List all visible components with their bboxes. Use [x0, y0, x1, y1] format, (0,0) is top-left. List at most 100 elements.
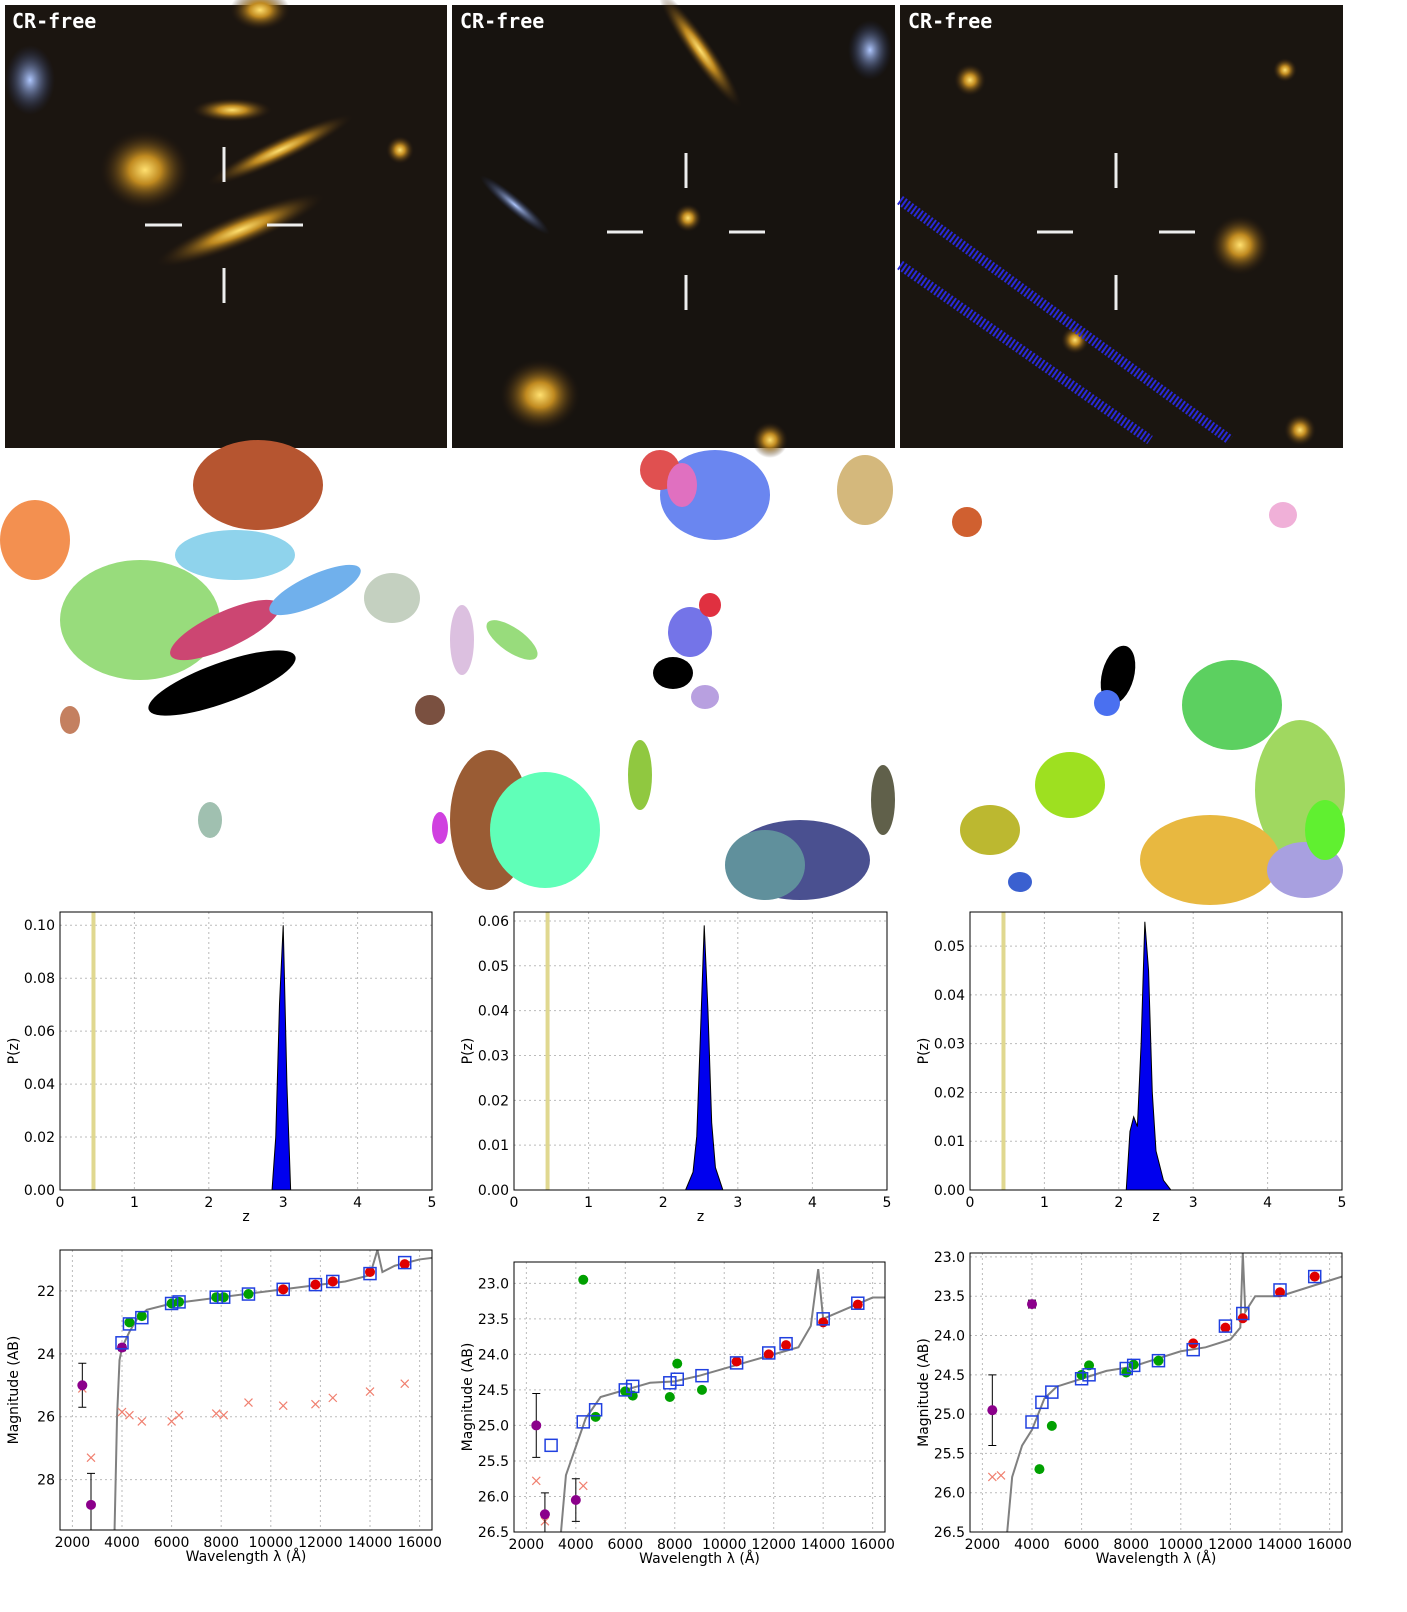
- segment: [450, 605, 474, 675]
- segment: [60, 706, 80, 734]
- y-tick-label: 0.03: [934, 1037, 965, 1053]
- y-tick-label: 26.0: [478, 1489, 509, 1505]
- data-point: [731, 1356, 742, 1367]
- x-tick-label: 0: [510, 1195, 519, 1211]
- model-point: [670, 1372, 684, 1386]
- data-point: [590, 1411, 601, 1422]
- x-tick-label: 2: [659, 1195, 668, 1211]
- segment: [193, 440, 323, 530]
- galaxy: [192, 98, 272, 122]
- star: [1284, 414, 1316, 446]
- x-tick-label: 14000: [348, 1535, 393, 1551]
- plot-area: [987, 1253, 1342, 1532]
- y-tick-label: 24.0: [478, 1347, 509, 1363]
- star: [386, 136, 414, 164]
- y-tick-label: 0.03: [478, 1048, 509, 1064]
- model-point: [172, 1295, 186, 1309]
- x-tick-label: 10000: [249, 1535, 294, 1551]
- data-point: [1153, 1355, 1164, 1366]
- segment: [1035, 752, 1105, 818]
- x-tick-label: 12000: [298, 1535, 343, 1551]
- galaxy: [156, 193, 324, 267]
- y-tick-label: 25.0: [934, 1407, 965, 1423]
- x-tick-label: 14000: [1258, 1537, 1303, 1553]
- data-point: [211, 1292, 222, 1303]
- x-tick-label: 0: [56, 1195, 65, 1211]
- y-tick-label: 23.5: [478, 1312, 509, 1328]
- galaxy: [658, 0, 742, 108]
- model-point: [588, 1403, 603, 1417]
- segment: [1008, 872, 1032, 892]
- plot-area: [77, 1250, 432, 1530]
- model-line: [559, 1268, 885, 1532]
- cross-point: [328, 1393, 338, 1403]
- cross-point: [278, 1401, 288, 1411]
- y-tick-label: 24.0: [934, 1329, 965, 1345]
- model-point: [1236, 1306, 1250, 1321]
- model-point: [1273, 1283, 1287, 1297]
- model-point: [625, 1379, 640, 1394]
- y-tick-label: 0.06: [24, 1024, 55, 1040]
- data-point: [243, 1289, 254, 1300]
- axes-frame: [513, 911, 888, 1191]
- segment: [60, 560, 220, 680]
- model-point: [1186, 1342, 1200, 1357]
- x-tick-label: 2: [204, 1195, 213, 1211]
- x-tick-label: 3: [1189, 1195, 1198, 1211]
- y-axis-label: Magnitude (AB): [916, 1338, 932, 1447]
- data-point: [570, 1495, 581, 1506]
- model-point: [576, 1415, 591, 1429]
- data-point: [1128, 1359, 1139, 1370]
- x-tick-label: 14000: [801, 1537, 846, 1553]
- image-label: CR-free: [12, 9, 96, 33]
- x-tick-label: 2: [1114, 1195, 1123, 1211]
- x-tick-label: 2000: [509, 1537, 545, 1553]
- area: [685, 925, 724, 1190]
- x-axis-label: z: [242, 1209, 249, 1225]
- x-axis-label: Wavelength λ (Å): [186, 1548, 307, 1565]
- x-tick-label: 8000: [203, 1535, 239, 1551]
- x-axis-label: Wavelength λ (Å): [1096, 1550, 1217, 1567]
- model-point: [1082, 1368, 1096, 1382]
- y-axis-label: P(z): [460, 1038, 476, 1065]
- y-tick-label: 0.04: [934, 988, 965, 1004]
- segment: [486, 620, 538, 660]
- star: [1061, 326, 1089, 354]
- y-tick-label: 0.10: [24, 918, 55, 934]
- galaxy: [100, 130, 190, 210]
- segment: [0, 500, 70, 580]
- segment: [1140, 815, 1280, 905]
- model-point: [1035, 1395, 1049, 1410]
- x-tick-label: 6000: [1064, 1537, 1100, 1553]
- cross-point: [174, 1410, 184, 1420]
- x-tick-label: 6000: [607, 1537, 643, 1553]
- x-tick-label: 12000: [1208, 1537, 1253, 1553]
- data-point: [136, 1311, 147, 1322]
- galaxy: [1210, 215, 1270, 275]
- data-point: [327, 1276, 338, 1287]
- segment: [960, 805, 1020, 855]
- segment: [170, 599, 280, 661]
- data-point: [1046, 1420, 1057, 1431]
- y-tick-label: 24.5: [934, 1368, 965, 1384]
- galaxy: [954, 64, 986, 96]
- y-tick-label: 0.05: [934, 939, 965, 955]
- x-tick-label: 4: [1263, 1195, 1272, 1211]
- image-panel: [452, 0, 895, 458]
- cross-point: [211, 1409, 221, 1419]
- segment: [628, 740, 652, 810]
- data-point: [1034, 1464, 1045, 1475]
- cross-point: [578, 1481, 588, 1491]
- cross-point: [219, 1410, 229, 1420]
- x-tick-label: 1: [1040, 1195, 1049, 1211]
- segmentation-map: [952, 502, 1345, 905]
- data-point: [852, 1299, 863, 1310]
- plot: [91, 912, 292, 1190]
- y-tick-label: 0.02: [934, 1085, 965, 1101]
- y-axis-label: P(z): [916, 1038, 932, 1065]
- y-axis-label: Magnitude (AB): [6, 1336, 22, 1445]
- y-tick-label: 24.5: [478, 1383, 509, 1399]
- data-point: [1309, 1271, 1320, 1282]
- y-tick-label: 0.00: [24, 1183, 55, 1199]
- x-tick-label: 4: [808, 1195, 817, 1211]
